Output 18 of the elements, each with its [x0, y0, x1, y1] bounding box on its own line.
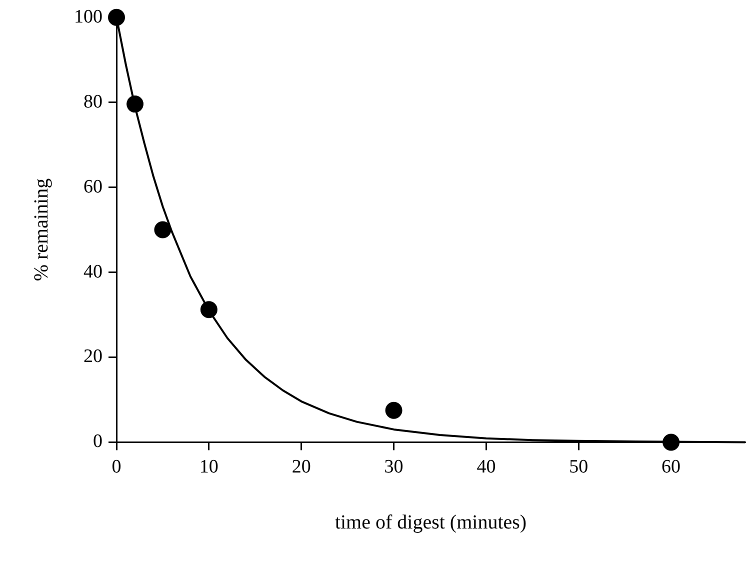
y-tick-label: 0	[93, 431, 102, 452]
point	[154, 221, 172, 238]
x-tick-label: 50	[569, 456, 588, 478]
y-tick-label: 20	[84, 346, 102, 368]
y-tick-label: 60	[84, 176, 102, 198]
y-tick-label: 40	[84, 261, 102, 282]
point	[108, 8, 125, 26]
x-tick-label: 0	[112, 456, 122, 478]
y-axis-title: % remaining	[30, 178, 52, 282]
y-tick-label: 80	[84, 91, 102, 112]
x-axis-title: time of digest (minutes)	[334, 511, 527, 534]
x-tick-label: 40	[476, 456, 496, 478]
x-tick-label: 30	[384, 456, 404, 478]
x-tick-label: 20	[292, 456, 311, 478]
x-tick-label: 60	[662, 456, 681, 478]
point	[385, 402, 402, 419]
y-tick-label: 100	[74, 6, 102, 28]
x-tick-label: 10	[199, 456, 218, 478]
